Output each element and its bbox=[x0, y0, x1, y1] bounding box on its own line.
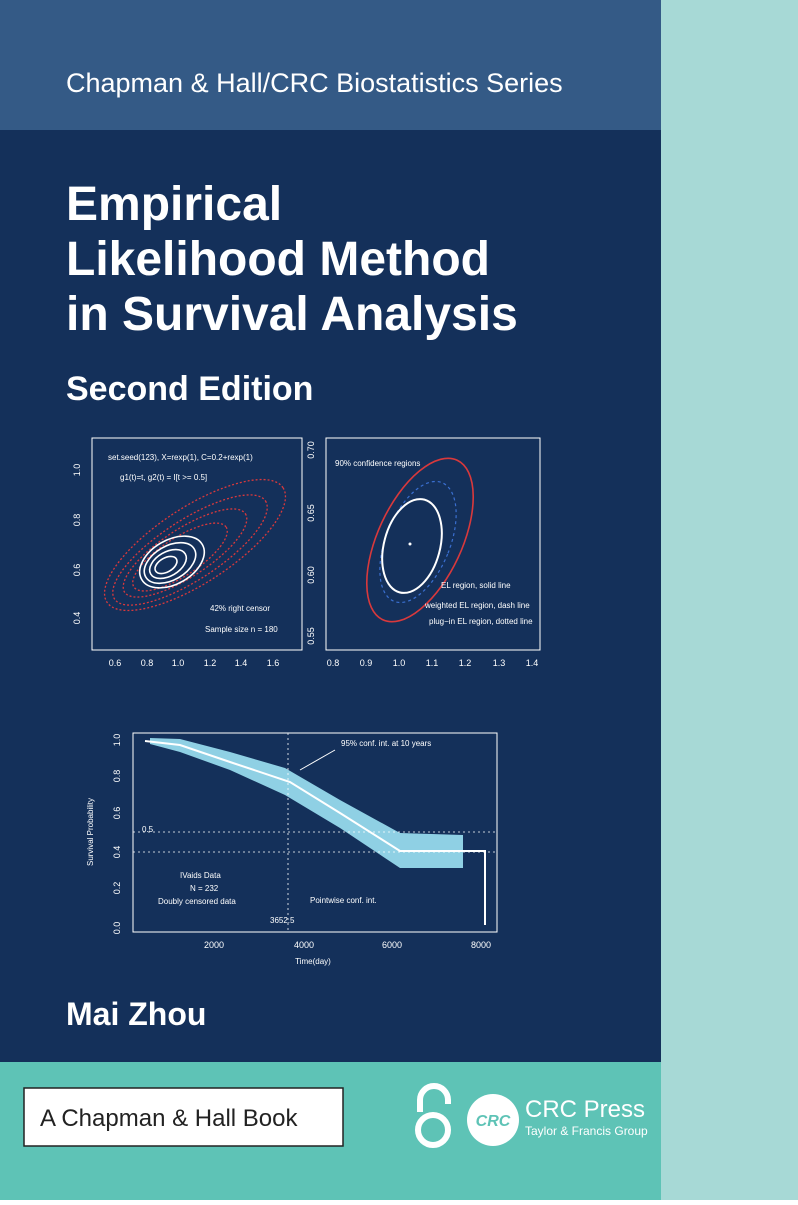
imprint: A Chapman & Hall Book bbox=[40, 1105, 298, 1132]
imprint-box bbox=[23, 1087, 344, 1147]
x-tick-label: 0.8 bbox=[141, 658, 154, 668]
main-panel bbox=[0, 130, 661, 1062]
x-tick-label: 8000 bbox=[471, 940, 491, 950]
x-tick-label: 0.8 bbox=[327, 658, 340, 668]
y-tick-label: 0.60 bbox=[306, 566, 316, 584]
x-tick-label: 0.6 bbox=[109, 658, 122, 668]
y-tick-label: 0.8 bbox=[112, 770, 122, 783]
x-tick-label: 4000 bbox=[294, 940, 314, 950]
figure-3 bbox=[132, 732, 498, 933]
series-band bbox=[0, 0, 661, 130]
x-tick-label: 1.3 bbox=[493, 658, 506, 668]
note: g1(t)=t, g2(t) = I[t >= 0.5] bbox=[120, 473, 207, 482]
crc-logo bbox=[467, 1094, 519, 1146]
note: 0.5 bbox=[142, 825, 154, 834]
note: IVaids Data bbox=[180, 871, 221, 880]
title-line: Likelihood Method bbox=[66, 233, 490, 286]
series-title: Chapman & Hall/CRC Biostatistics Series bbox=[66, 68, 563, 98]
y-tick-label: 0.55 bbox=[306, 627, 316, 645]
y-tick-label: 0.8 bbox=[72, 514, 82, 527]
title-line: Empirical bbox=[66, 178, 282, 231]
note: Sample size n = 180 bbox=[205, 625, 278, 634]
x-tick-label: 1.2 bbox=[459, 658, 472, 668]
x-tick-label: 2000 bbox=[204, 940, 224, 950]
x-tick-label: 1.4 bbox=[235, 658, 248, 668]
x-tick-label: 1.0 bbox=[172, 658, 185, 668]
note: 95% conf. int. at 10 years bbox=[341, 739, 431, 748]
note: 42% right censor bbox=[210, 604, 270, 613]
note: set.seed(123), X=rexp(1), C=0.2+rexp(1) bbox=[108, 453, 253, 462]
crc-logo-text: CRC bbox=[476, 1113, 511, 1130]
x-tick-label: 1.2 bbox=[204, 658, 217, 668]
y-tick-label: 1.0 bbox=[112, 734, 122, 747]
note: Doubly censored data bbox=[158, 897, 236, 906]
author: Mai Zhou bbox=[66, 996, 206, 1032]
figure-1 bbox=[91, 437, 303, 651]
open-access-icon bbox=[415, 1083, 451, 1148]
x-tick-label: 1.0 bbox=[393, 658, 406, 668]
x-tick-label: 6000 bbox=[382, 940, 402, 950]
y-tick-label: 0.6 bbox=[112, 807, 122, 820]
x-axis-label: Time(day) bbox=[295, 957, 331, 966]
y-tick-label: 1.0 bbox=[72, 464, 82, 477]
note: plug−in EL region, dotted line bbox=[429, 617, 533, 626]
tick-labels: 0.6 0.8 1.0 1.2 1.4 1.6 0.4 0.6 0.8 1.0 0.8 0.9 1.0 1… bbox=[72, 441, 538, 966]
x-tick-label: 1.4 bbox=[526, 658, 539, 668]
y-tick-label: 0.0 bbox=[112, 922, 122, 935]
y-tick-label: 0.4 bbox=[72, 612, 82, 625]
y-tick-label: 0.65 bbox=[306, 504, 316, 522]
publisher-group: Taylor & Francis Group bbox=[525, 1124, 648, 1138]
note: 3652.5 bbox=[270, 916, 295, 925]
y-axis-label: Survival Probability bbox=[86, 798, 95, 866]
note: weighted EL region, dash line bbox=[424, 601, 530, 610]
figure-2 bbox=[325, 437, 541, 651]
y-tick-label: 0.6 bbox=[72, 564, 82, 577]
x-tick-label: 0.9 bbox=[360, 658, 373, 668]
y-tick-label: 0.70 bbox=[306, 441, 316, 459]
y-tick-label: 0.4 bbox=[112, 846, 122, 859]
note: 90% confidence regions bbox=[335, 459, 420, 468]
publisher: CRC Press bbox=[525, 1096, 645, 1123]
edition: Second Edition bbox=[66, 370, 313, 408]
note: EL region, solid line bbox=[441, 581, 511, 590]
note: Pointwise conf. int. bbox=[310, 896, 377, 905]
title-line: in Survival Analysis bbox=[66, 288, 518, 341]
y-tick-label: 0.2 bbox=[112, 882, 122, 895]
x-tick-label: 1.1 bbox=[426, 658, 439, 668]
x-tick-label: 1.6 bbox=[267, 658, 280, 668]
note: N = 232 bbox=[190, 884, 219, 893]
